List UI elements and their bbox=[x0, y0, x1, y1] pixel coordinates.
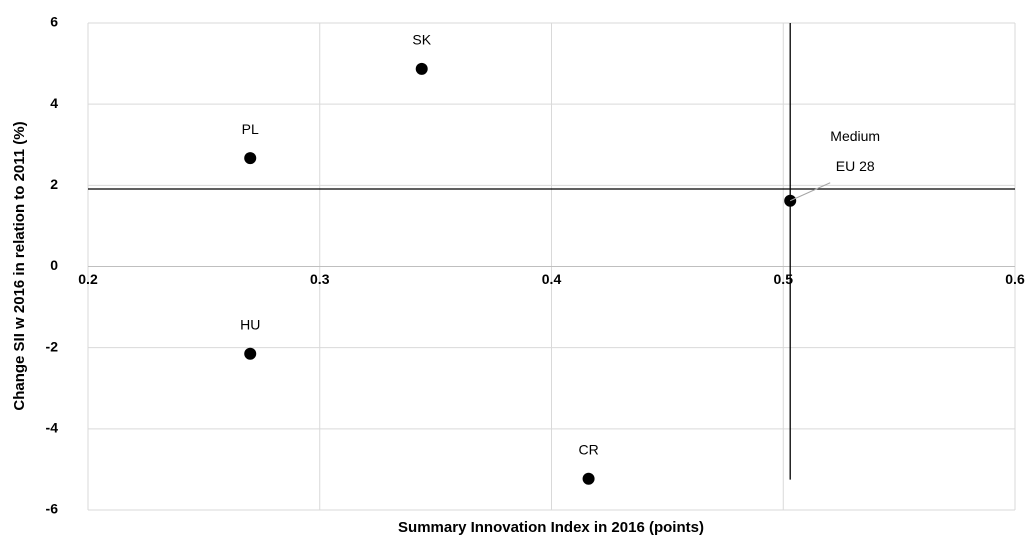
point bbox=[582, 472, 595, 485]
y-axis-title: Change SII w 2016 in relation to 2011 (%… bbox=[11, 121, 28, 410]
point-label: PL bbox=[242, 121, 259, 137]
y-tick-label: -6 bbox=[46, 501, 59, 517]
point bbox=[244, 152, 257, 165]
point-label: HU bbox=[240, 316, 260, 332]
y-tick-label: 2 bbox=[50, 176, 58, 192]
point-label: CR bbox=[578, 441, 598, 457]
x-tick-label: 0.2 bbox=[78, 271, 98, 287]
point bbox=[415, 62, 428, 75]
leader-line bbox=[789, 182, 831, 202]
y-tick-label: -2 bbox=[46, 338, 59, 354]
x-tick-label: 0.6 bbox=[1005, 271, 1025, 287]
y-tick-label: 6 bbox=[50, 14, 58, 30]
x-tick-label: 0.4 bbox=[542, 271, 562, 287]
point bbox=[244, 347, 257, 360]
point-label: SK bbox=[412, 32, 431, 48]
x-tick-label: 0.3 bbox=[310, 271, 330, 287]
x-tick-label: 0.5 bbox=[774, 271, 794, 287]
y-tick-label: 0 bbox=[50, 257, 58, 273]
x-axis-title: Summary Innovation Index in 2016 (points… bbox=[398, 519, 704, 536]
y-tick-label: 4 bbox=[50, 95, 58, 111]
point-label: Medium EU 28 bbox=[830, 127, 880, 173]
y-tick-label: -4 bbox=[46, 420, 59, 436]
